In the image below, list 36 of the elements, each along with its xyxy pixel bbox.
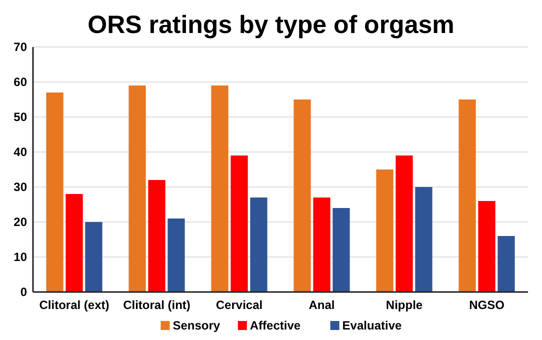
bar — [458, 100, 476, 292]
bar — [85, 222, 102, 292]
x-tick-label: NGSO — [469, 298, 504, 312]
bar — [376, 170, 394, 292]
bar — [66, 194, 83, 292]
y-tick-label: 60 — [14, 75, 28, 90]
bar — [128, 86, 146, 292]
bar — [294, 100, 311, 292]
x-tick-label: Nipple — [386, 298, 423, 312]
bar — [313, 198, 330, 292]
bar — [250, 198, 268, 292]
bar — [498, 236, 515, 292]
bar — [211, 86, 228, 292]
y-tick-label: 50 — [14, 110, 28, 124]
bar — [168, 218, 185, 292]
legend-label: Affective — [250, 318, 301, 332]
y-tick-label: 40 — [14, 145, 28, 160]
x-tick-label: Clitoral (ext) — [39, 298, 110, 312]
x-tick-label: Cervical — [216, 298, 263, 312]
bar — [332, 208, 350, 292]
bar — [415, 187, 432, 292]
chart-title: ORS ratings by type of orgasm — [88, 11, 454, 39]
bar — [230, 156, 248, 292]
bar — [46, 92, 64, 292]
x-tick-label: Anal — [308, 298, 335, 312]
legend-label: Evaluative — [342, 318, 402, 332]
y-tick-label: 10 — [14, 250, 28, 264]
y-tick-label: 30 — [14, 180, 28, 194]
bar — [478, 201, 496, 292]
y-tick-label: 20 — [14, 215, 28, 230]
legend-label: Sensory — [172, 318, 220, 332]
bar — [396, 156, 413, 292]
y-tick-label: 70 — [14, 40, 28, 54]
x-tick-label: Clitoral (int) — [123, 298, 190, 312]
bar — [148, 180, 166, 292]
y-tick-label: 0 — [20, 285, 28, 300]
